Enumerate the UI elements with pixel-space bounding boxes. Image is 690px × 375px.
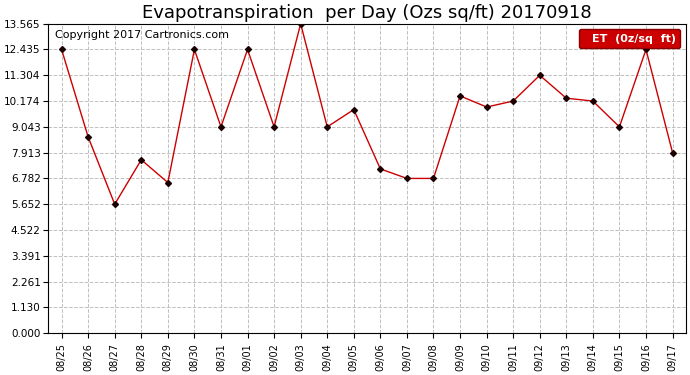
Text: Copyright 2017 Cartronics.com: Copyright 2017 Cartronics.com [55,30,228,40]
Title: Evapotranspiration  per Day (Ozs sq/ft) 20170918: Evapotranspiration per Day (Ozs sq/ft) 2… [142,4,592,22]
Legend: ET  (0z/sq  ft): ET (0z/sq ft) [578,29,680,48]
